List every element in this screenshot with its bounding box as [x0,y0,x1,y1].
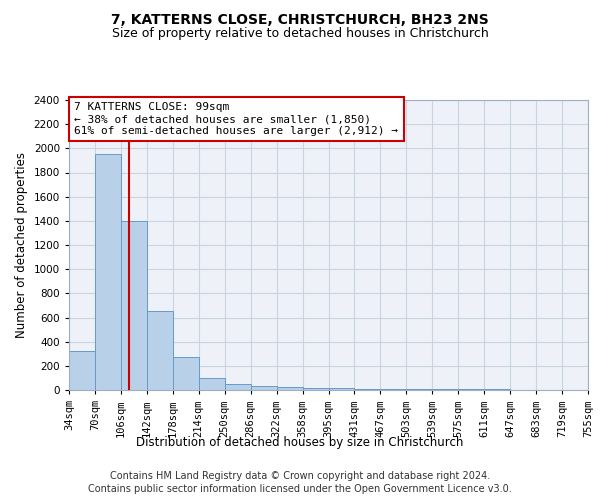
Bar [199,378,224,390]
Bar [302,388,329,390]
Bar [225,384,251,390]
Text: Contains public sector information licensed under the Open Government Licence v3: Contains public sector information licen… [88,484,512,494]
Text: Size of property relative to detached houses in Christchurch: Size of property relative to detached ho… [112,28,488,40]
Bar [251,386,277,390]
Bar [69,352,95,390]
Bar [121,221,147,390]
Bar [406,389,432,390]
Bar [355,388,380,390]
Bar [380,389,406,390]
Bar [433,389,458,390]
Bar [173,358,199,390]
Bar [95,154,121,390]
Text: Distribution of detached houses by size in Christchurch: Distribution of detached houses by size … [136,436,464,449]
Bar [329,388,355,390]
Text: 7 KATTERNS CLOSE: 99sqm
← 38% of detached houses are smaller (1,850)
61% of semi: 7 KATTERNS CLOSE: 99sqm ← 38% of detache… [74,102,398,136]
Text: Contains HM Land Registry data © Crown copyright and database right 2024.: Contains HM Land Registry data © Crown c… [110,471,490,481]
Bar [277,387,302,390]
Y-axis label: Number of detached properties: Number of detached properties [15,152,28,338]
Bar [147,312,173,390]
Text: 7, KATTERNS CLOSE, CHRISTCHURCH, BH23 2NS: 7, KATTERNS CLOSE, CHRISTCHURCH, BH23 2N… [111,12,489,26]
